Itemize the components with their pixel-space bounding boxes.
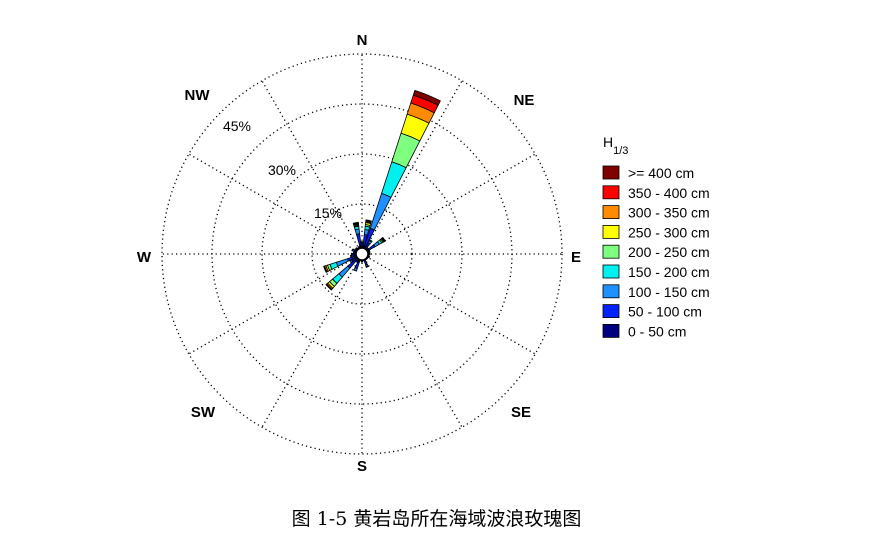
legend-swatch-7 xyxy=(602,185,620,200)
legend-swatch-1 xyxy=(602,304,620,319)
legend-label-2: 100 - 150 cm xyxy=(628,284,710,300)
petal-22.5 xyxy=(363,89,441,250)
petal-348.75 xyxy=(352,221,362,249)
petal-segment-270-1 xyxy=(350,252,355,256)
petal-segment-292.5-1 xyxy=(351,248,356,253)
petal-segment-236.25-2 xyxy=(349,259,354,264)
petal-segment-56.25-8 xyxy=(382,236,386,242)
legend-swatch-5 xyxy=(602,224,620,239)
legend-label-6: 300 - 350 cm xyxy=(628,205,710,221)
grid-ring-15 xyxy=(311,203,413,305)
radial-tick-label-30: 30% xyxy=(268,162,296,178)
petal-segment-247.5-8 xyxy=(323,265,327,273)
legend-title: H1/3 xyxy=(603,134,628,157)
petal-11.25 xyxy=(362,219,372,249)
petal-56.25 xyxy=(366,236,386,252)
legend-swatch-2 xyxy=(602,284,620,299)
grid-spoke-240 xyxy=(188,253,363,355)
petal-247.5 xyxy=(323,255,358,273)
direction-label-sw: SW xyxy=(191,404,216,421)
petal-segment-22.5-8 xyxy=(412,89,441,106)
rose-petals xyxy=(323,89,441,291)
legend-swatch-3 xyxy=(602,264,620,279)
figure-caption: 图 1-5 黄岩岛所在海域波浪玫瑰图 xyxy=(291,508,582,530)
petal-157.5 xyxy=(363,258,369,268)
petal-segment-258.75-2 xyxy=(349,254,353,258)
petal-segment-202.5-2 xyxy=(353,267,358,272)
grid-spoke-120 xyxy=(361,253,536,355)
petal-segment-157.5-3 xyxy=(365,265,369,268)
petal-segment-348.75-1 xyxy=(355,233,362,247)
petal-segment-0-3 xyxy=(360,241,364,243)
petal-segment-180-1 xyxy=(360,260,364,263)
legend-swatch-6 xyxy=(602,205,620,220)
petal-segment-22.5-3 xyxy=(381,161,407,198)
direction-label-s: S xyxy=(357,458,367,475)
direction-label-e: E xyxy=(571,249,581,266)
petal-225 xyxy=(325,257,359,291)
direction-label-nw: NW xyxy=(185,87,211,104)
grid-spoke-150 xyxy=(361,253,463,428)
legend-title-main: H xyxy=(603,134,613,150)
petal-segment-22.5-2 xyxy=(369,192,392,231)
petal-33.75 xyxy=(364,239,373,250)
legend: H1/3 >= 400 cm 350 - 400 cm 300 - 350 cm 25… xyxy=(602,134,710,339)
direction-label-w: W xyxy=(137,249,152,266)
direction-label-ne: NE xyxy=(514,92,535,109)
petal-segment-225-8 xyxy=(325,283,333,291)
polar-grid xyxy=(161,53,563,455)
petal-segment-90-1 xyxy=(368,252,371,256)
legend-label-7: 350 - 400 cm xyxy=(628,185,710,201)
direction-label-se: SE xyxy=(511,404,531,421)
direction-label-n: N xyxy=(357,32,368,49)
legend-label-3: 150 - 200 cm xyxy=(628,264,710,280)
radial-tick-label-15: 15% xyxy=(314,205,342,221)
legend-title-subscript: 1/3 xyxy=(613,145,628,157)
petal-segment-78.75-1 xyxy=(368,251,371,254)
legend-swatch-8 xyxy=(602,165,620,180)
grid-spoke-210 xyxy=(261,253,363,428)
legend-label-4: 200 - 250 cm xyxy=(628,244,710,260)
legend-swatch-4 xyxy=(602,244,620,259)
petal-segment-348.75-8 xyxy=(352,221,359,225)
grid-ring-60 xyxy=(161,53,563,455)
legend-label-5: 250 - 300 cm xyxy=(628,224,710,240)
legend-swatch-0 xyxy=(602,323,620,338)
legend-label-1: 50 - 100 cm xyxy=(628,304,702,320)
grid-ring-30 xyxy=(261,153,463,355)
petal-segment-11.25-8 xyxy=(365,219,372,223)
petal-segment-315-1 xyxy=(355,247,358,250)
petal-segment-112.5-1 xyxy=(367,255,371,259)
petal-segment-33.75-3 xyxy=(368,239,373,243)
legend-label-8: >= 400 cm xyxy=(628,165,694,181)
center-hole xyxy=(355,247,369,261)
radial-tick-label-45: 45% xyxy=(223,118,251,134)
legend-label-0: 0 - 50 cm xyxy=(628,323,686,339)
